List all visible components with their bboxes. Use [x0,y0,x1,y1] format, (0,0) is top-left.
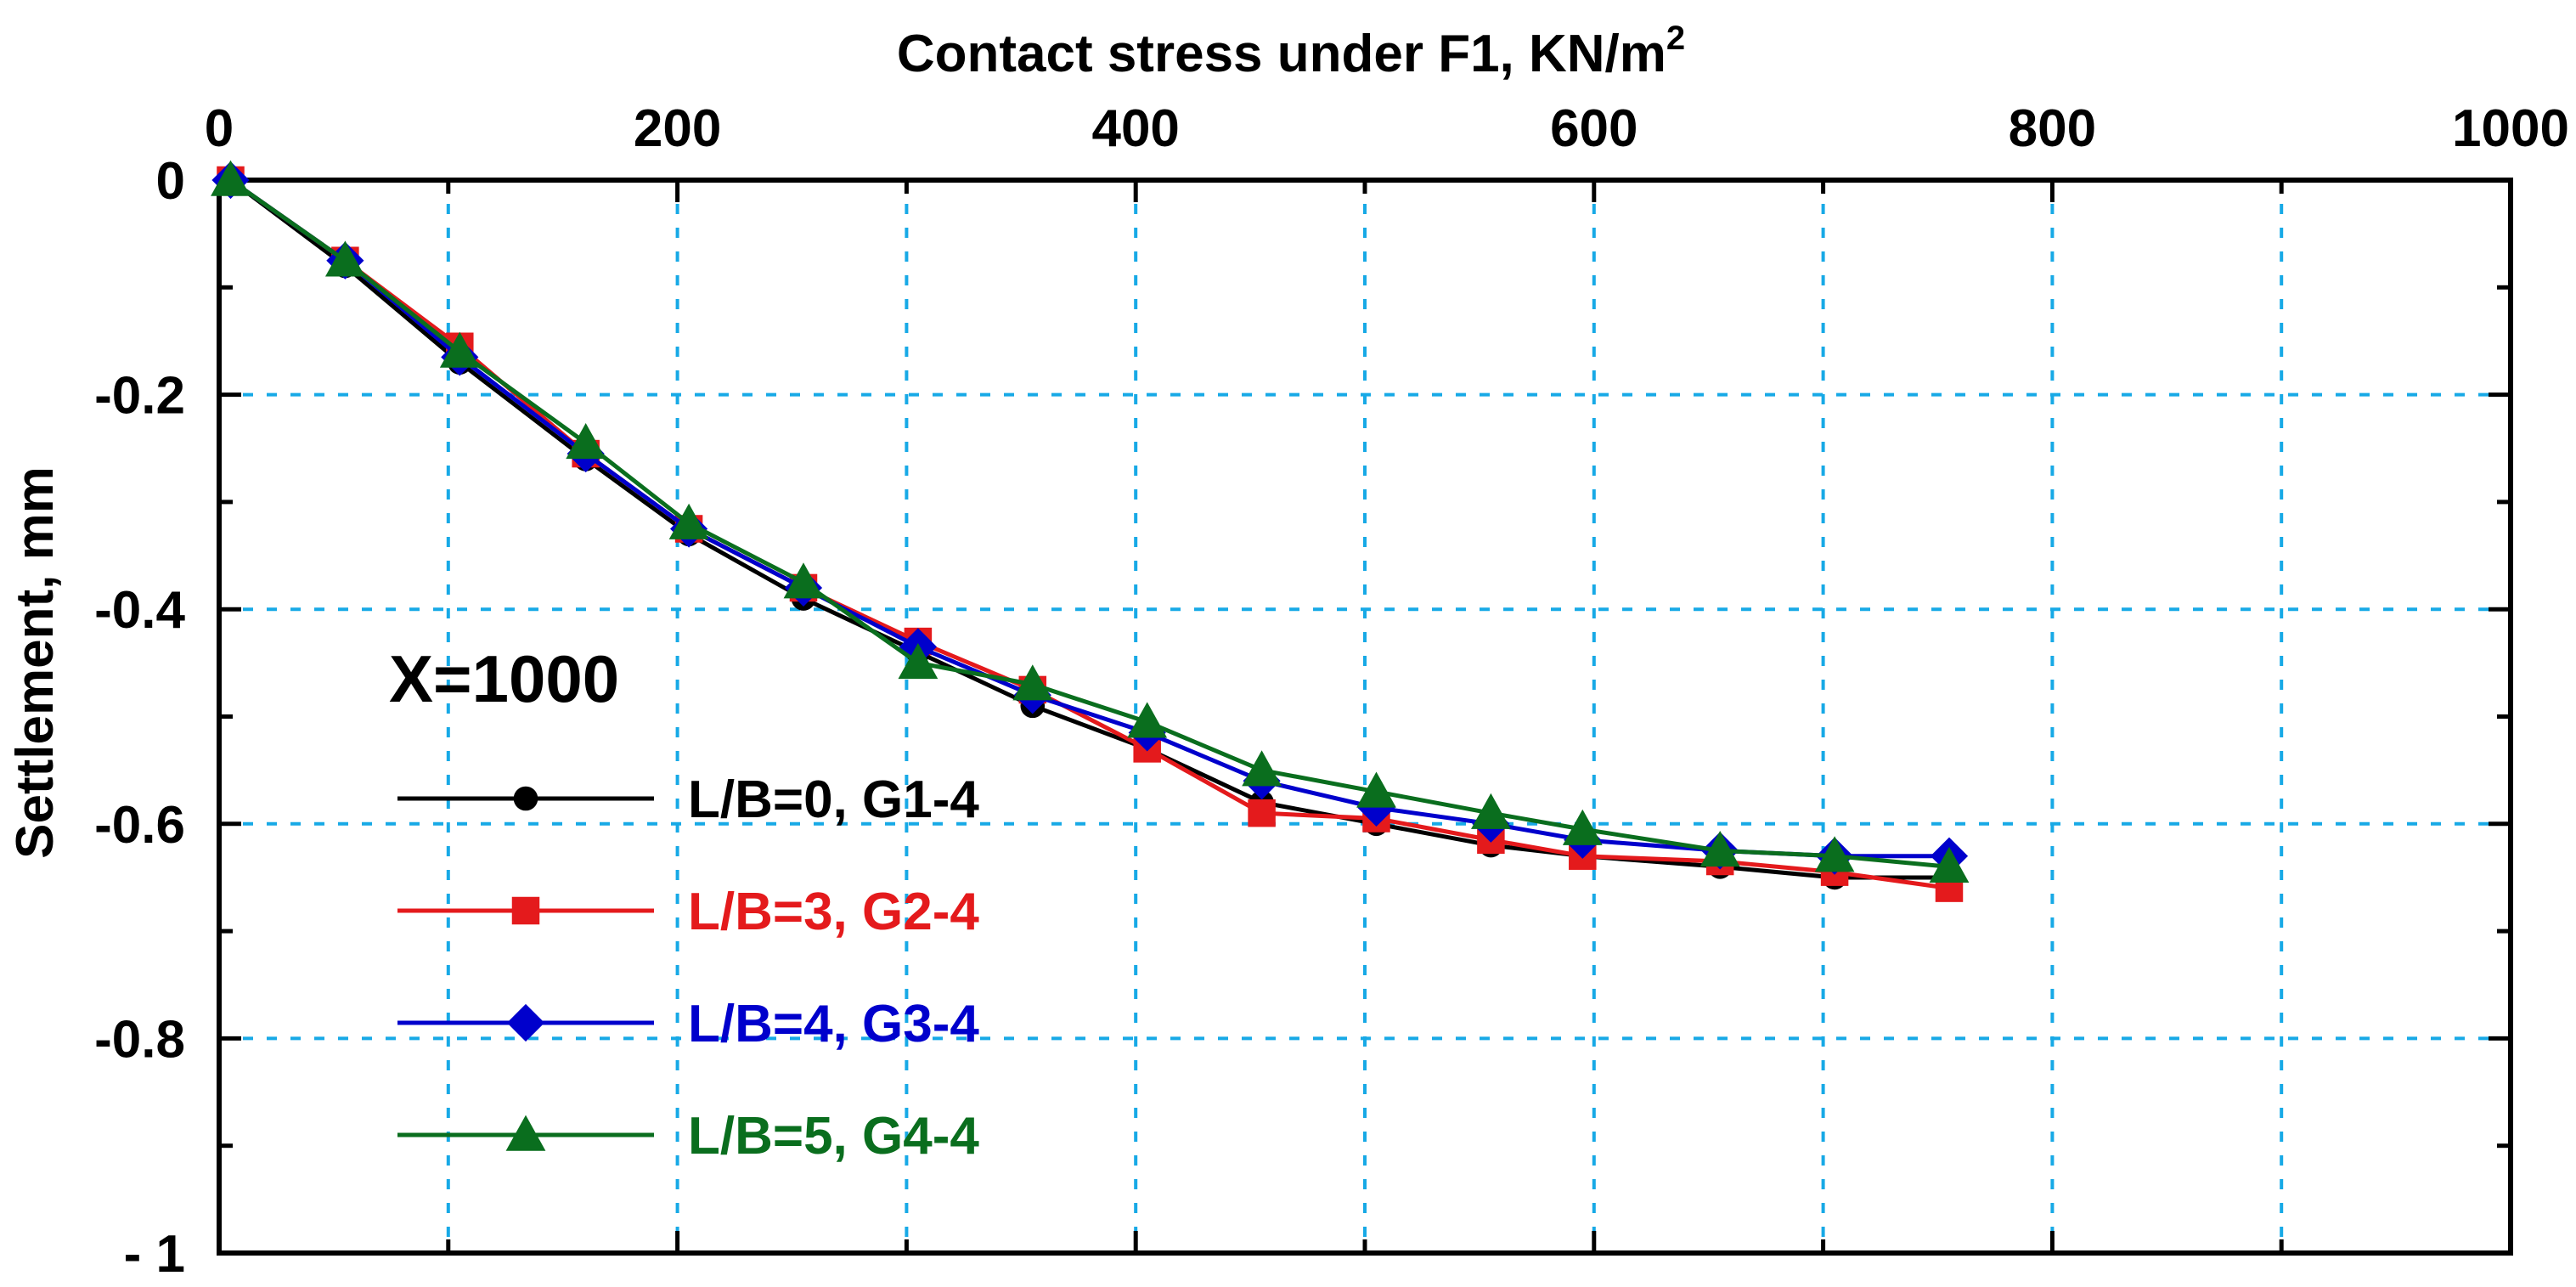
data-point-triangle [324,240,365,277]
series-triangle [211,160,1970,883]
y-tick-label: -0.2 [94,367,185,426]
text-layer: Contact stress under F1, KN/m2 Settlemen… [6,20,2569,1284]
x-tick-label: 200 [634,99,721,158]
data-point-triangle [1242,750,1282,787]
data-point-triangle [505,1115,546,1151]
data-point-triangle [439,331,480,368]
legend-entry: L/B=4, G3-4 [397,995,979,1053]
data-point-triangle [211,160,251,196]
data-point-diamond [1357,788,1395,827]
data-point-triangle [566,423,606,460]
data-point-triangle [1814,836,1855,872]
data-point-triangle [668,503,709,539]
series-line [228,178,1949,880]
legend-entry: L/B=0, G1-4 [397,771,979,829]
y-tick-label: 0 [156,152,185,211]
plot-frame [217,178,2513,1256]
y-tick-label: -0.6 [94,796,185,855]
x-tick-label: 1000 [2452,99,2569,158]
x-tick-label: 0 [205,99,234,158]
x-axis-title: Contact stress under F1, KN/m2 [897,20,1685,83]
x-axis-title-text: Contact stress under F1, KN/m [897,25,1666,83]
series-line [229,178,1950,869]
x-tick-label: 800 [2009,99,2096,158]
data-point-triangle [1356,771,1396,808]
legend-label: L/B=4, G3-4 [688,995,979,1053]
y-axis-title: Settlement, mm [6,466,65,859]
data-point-triangle [1127,702,1168,738]
y-tick-label: - 1 [124,1225,185,1283]
data-point-triangle [898,642,939,680]
x-axis-title-superscript: 2 [1666,20,1685,57]
legend-entry: L/B=5, G4-4 [397,1107,979,1166]
legend: L/B=0, G1-4 L/B=3, G2-4 L/B=4, G3-4 L/B=5, … [397,771,979,1166]
data-point-triangle [1929,846,1970,883]
series-layer [211,160,1970,902]
series-square [217,166,1964,902]
series-diamond [211,161,1969,875]
legend-label: L/B=0, G1-4 [688,771,979,829]
data-point-triangle [1562,809,1603,845]
legend-entry: L/B=3, G2-4 [397,883,979,941]
data-point-triangle [1012,664,1053,701]
x-tick-label: 600 [1550,99,1637,158]
data-point-circle [513,786,538,811]
series-circle [218,167,1962,890]
data-point-triangle [1699,830,1740,867]
data-point-diamond [506,1003,545,1042]
legend-label: L/B=5, G4-4 [688,1107,979,1166]
legend-label: L/B=3, G2-4 [688,883,979,941]
series-line [229,178,1950,891]
x-tick-label: 400 [1091,99,1179,158]
chart-annotation: X=1000 [389,641,619,716]
y-tick-label: -0.4 [94,581,185,640]
series-line [229,178,1949,859]
y-tick-label: -0.8 [94,1010,185,1069]
grid-layer [219,180,2511,1253]
data-point-square [511,896,540,925]
data-point-triangle [783,562,824,599]
data-point-triangle [1470,793,1511,829]
data-point-square [1248,799,1276,827]
